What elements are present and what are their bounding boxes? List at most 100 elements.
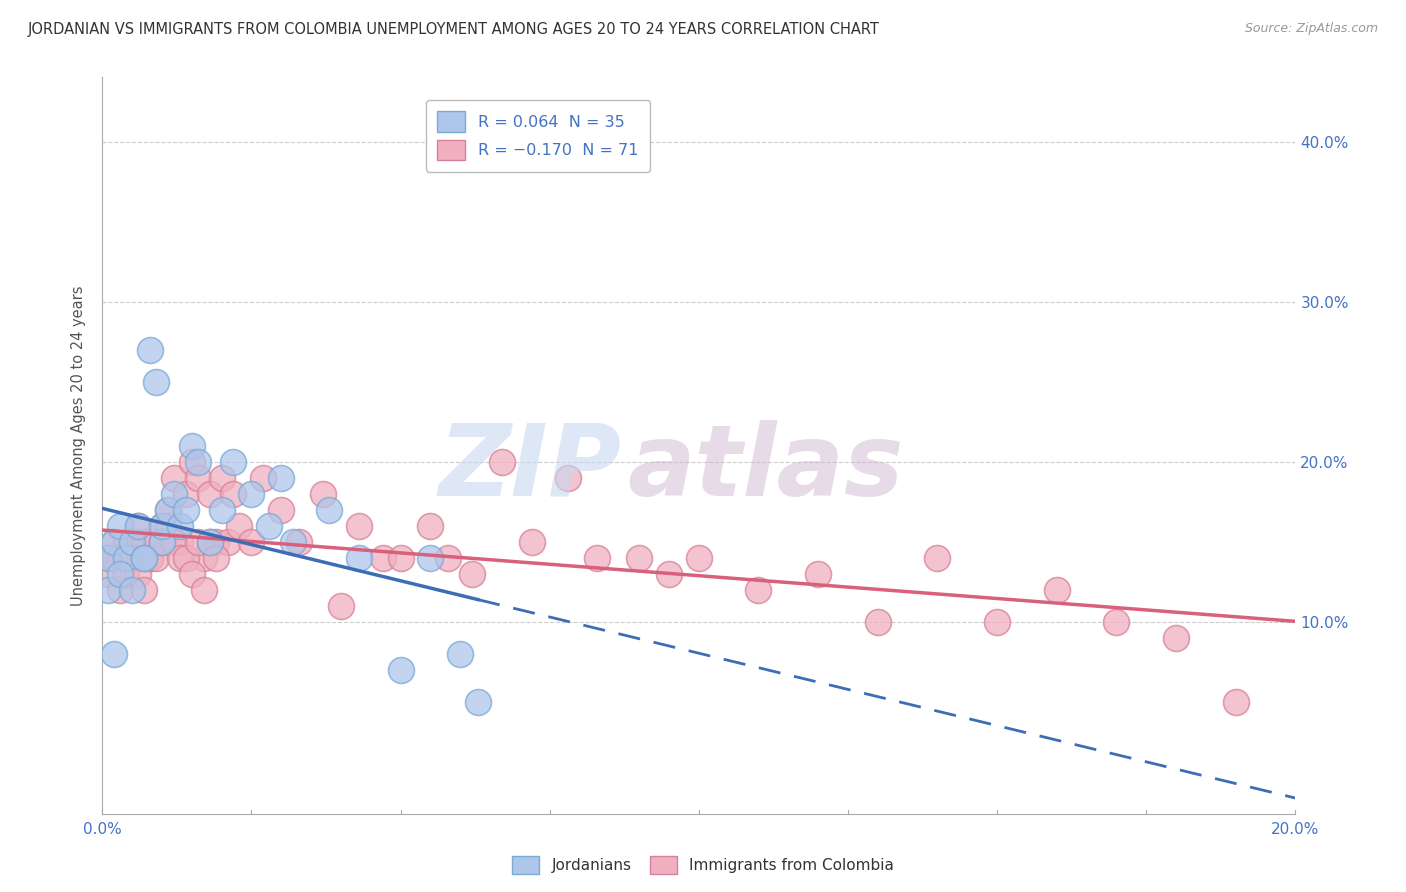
Point <box>187 455 209 469</box>
Point <box>150 535 173 549</box>
Point <box>347 519 370 533</box>
Point <box>389 551 412 566</box>
Y-axis label: Unemployment Among Ages 20 to 24 years: Unemployment Among Ages 20 to 24 years <box>72 285 86 607</box>
Text: Source: ZipAtlas.com: Source: ZipAtlas.com <box>1244 22 1378 36</box>
Point <box>103 551 125 566</box>
Point <box>228 519 250 533</box>
Point <box>371 551 394 566</box>
Point <box>866 615 889 629</box>
Point <box>121 583 143 598</box>
Point <box>103 535 125 549</box>
Point <box>169 535 191 549</box>
Point <box>187 471 209 485</box>
Point <box>150 535 173 549</box>
Point <box>240 535 263 549</box>
Point <box>628 551 651 566</box>
Point <box>491 455 513 469</box>
Point <box>198 535 221 549</box>
Point <box>150 519 173 533</box>
Point <box>222 455 245 469</box>
Point <box>259 519 281 533</box>
Point <box>150 519 173 533</box>
Point <box>169 519 191 533</box>
Point <box>174 503 197 517</box>
Point <box>688 551 710 566</box>
Point <box>329 599 352 614</box>
Point <box>198 487 221 501</box>
Point <box>270 471 292 485</box>
Point <box>108 583 131 598</box>
Point <box>97 551 120 566</box>
Point <box>108 567 131 582</box>
Text: 0.0%: 0.0% <box>83 822 121 838</box>
Point <box>115 567 138 582</box>
Point <box>108 519 131 533</box>
Point <box>97 583 120 598</box>
Point <box>193 583 215 598</box>
Point <box>156 503 179 517</box>
Legend: R = 0.064  N = 35, R = −0.170  N = 71: R = 0.064 N = 35, R = −0.170 N = 71 <box>426 100 650 171</box>
Point <box>347 551 370 566</box>
Point <box>108 551 131 566</box>
Text: JORDANIAN VS IMMIGRANTS FROM COLOMBIA UNEMPLOYMENT AMONG AGES 20 TO 24 YEARS COR: JORDANIAN VS IMMIGRANTS FROM COLOMBIA UN… <box>28 22 880 37</box>
Text: atlas: atlas <box>627 419 904 516</box>
Point <box>240 487 263 501</box>
Point <box>419 519 441 533</box>
Point <box>449 647 471 661</box>
Point <box>127 519 149 533</box>
Point <box>121 535 143 549</box>
Point <box>132 551 155 566</box>
Point <box>986 615 1008 629</box>
Point <box>1166 631 1188 645</box>
Point <box>437 551 460 566</box>
Point <box>163 487 186 501</box>
Point <box>1225 695 1247 709</box>
Point <box>658 567 681 582</box>
Point <box>156 503 179 517</box>
Point <box>747 583 769 598</box>
Point <box>389 663 412 677</box>
Point <box>180 439 202 453</box>
Point <box>169 551 191 566</box>
Point <box>288 535 311 549</box>
Point <box>193 551 215 566</box>
Legend: Jordanians, Immigrants from Colombia: Jordanians, Immigrants from Colombia <box>506 850 900 880</box>
Point <box>211 503 233 517</box>
Point <box>187 535 209 549</box>
Point <box>132 583 155 598</box>
Point <box>467 695 489 709</box>
Text: 20.0%: 20.0% <box>1271 822 1320 838</box>
Point <box>156 519 179 533</box>
Text: ZIP: ZIP <box>439 419 621 516</box>
Point <box>217 535 239 549</box>
Point <box>150 535 173 549</box>
Point <box>174 487 197 501</box>
Point <box>127 519 149 533</box>
Point <box>807 567 830 582</box>
Point <box>586 551 609 566</box>
Point <box>139 551 162 566</box>
Point <box>270 503 292 517</box>
Point <box>103 535 125 549</box>
Point <box>115 551 138 566</box>
Point <box>115 535 138 549</box>
Point <box>927 551 949 566</box>
Point <box>520 535 543 549</box>
Point <box>461 567 484 582</box>
Point <box>139 551 162 566</box>
Point <box>281 535 304 549</box>
Point <box>557 471 579 485</box>
Point <box>1046 583 1069 598</box>
Point <box>139 343 162 357</box>
Point <box>222 487 245 501</box>
Point <box>163 471 186 485</box>
Point <box>252 471 274 485</box>
Point <box>211 471 233 485</box>
Point <box>121 535 143 549</box>
Point <box>145 551 167 566</box>
Point <box>163 535 186 549</box>
Point <box>198 535 221 549</box>
Point <box>145 535 167 549</box>
Point <box>204 535 226 549</box>
Point <box>180 455 202 469</box>
